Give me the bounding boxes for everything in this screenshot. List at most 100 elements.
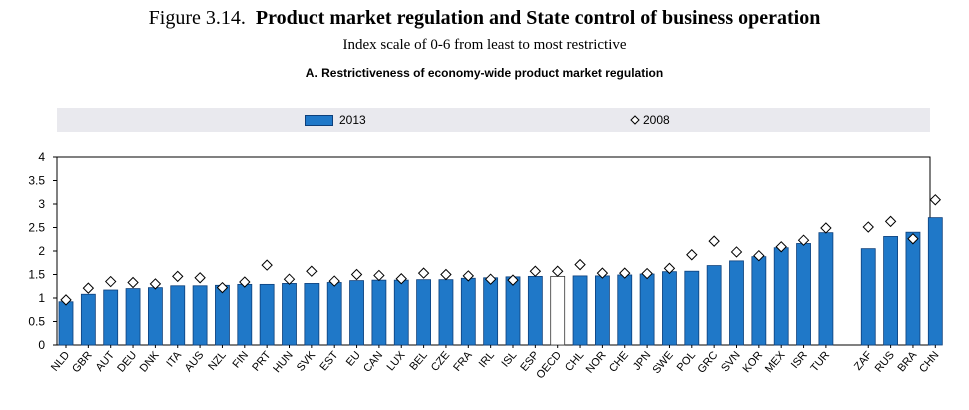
bar-isl [505,276,521,346]
bar-isr [796,243,811,346]
marker-2008-fin [239,276,251,288]
bar-est [326,282,342,346]
y-tick-label: 0 [38,338,45,352]
x-tick-label-nzl: NZL [206,349,229,373]
marker-2008-svk [306,265,318,277]
x-tick-label-fra: FRA [451,349,475,374]
bar-prt [259,283,275,346]
x-tick-label-ita: ITA [164,349,184,370]
bar-pol [684,270,700,346]
x-tick-label-swe: SWE [650,349,675,376]
bar-oecd [550,275,566,346]
x-tick-label-tur: TUR [808,349,832,374]
figure-title: Figure 3.14. Product market regulation a… [0,7,969,30]
x-tick-label-deu: DEU [115,349,139,375]
bar-can [371,279,387,346]
x-tick-label-kor: KOR [741,349,766,375]
marker-2008-eu [350,268,363,281]
legend-item-2013: 2013 [305,113,366,127]
marker-2008-prt [261,259,273,271]
marker-2008-irl [484,273,497,285]
marker-2008-chl [574,258,586,271]
legend-bar-swatch [305,114,333,126]
marker-2008-grc [708,235,720,247]
marker-2008-chn [929,194,942,206]
bar-svn [729,260,744,346]
bar-grc [706,265,722,346]
chart-legend: 2013 2008 [57,108,930,132]
bar-jpn [639,273,655,346]
marker-2008-isl [507,274,519,286]
legend-item-2008: 2008 [630,113,670,127]
x-tick-label-zaf: ZAF [852,349,875,373]
figure-title-text: Product market regulation and State cont… [255,7,821,29]
bar-dnk [147,287,163,346]
x-tick-label-bra: BRA [896,349,920,375]
bar-che [617,274,633,346]
marker-2008-aus [194,272,206,284]
y-tick-label: 0.5 [28,315,45,329]
bar-fin [237,283,253,346]
bar-bel [416,279,432,346]
bar-gbr [80,293,96,346]
bar-aut [103,289,119,346]
x-tick-label-che: CHE [607,349,631,375]
marker-2008-esp [529,265,542,277]
bar-kor [751,256,767,346]
x-tick-label-bel: BEL [407,349,430,373]
marker-2008-che [619,267,631,279]
x-tick-label-eu: EU [344,349,363,368]
y-tick-label: 2 [38,244,45,258]
bar-aus [192,285,208,346]
marker-2008-bel [417,267,430,279]
bar-swe [662,271,677,346]
x-tick-label-oecd: OECD [534,349,564,381]
x-tick-label-hun: HUN [271,349,296,375]
marker-2008-dnk [149,278,162,290]
figure-subtitle: Index scale of 0-6 from least to most re… [342,37,627,53]
bar-cze [438,279,454,346]
marker-2008-zaf [862,221,874,233]
bar-irl [483,277,499,346]
y-tick-label: 2.5 [28,221,45,235]
bar-mex [773,247,789,346]
y-tick-label: 1.5 [28,268,45,282]
bar-esp [527,275,543,346]
bar-tur [818,232,834,346]
marker-2008-ita [172,270,184,283]
bar-eu [349,280,364,346]
marker-2008-deu [127,276,139,289]
marker-2008-hun [283,273,296,285]
x-tick-label-svk: SVK [295,349,319,374]
x-tick-label-nld: NLD [49,349,72,374]
marker-2008-svn [730,246,743,258]
y-tick-label: 3 [38,197,45,211]
marker-2008-nor [596,267,609,279]
marker-2008-cze [440,268,452,281]
bar-svk [304,283,320,346]
x-tick-label-nor: NOR [584,349,609,375]
bar-chn [927,217,943,346]
x-tick-label-isr: ISR [789,349,810,371]
marker-2008-lux [395,273,407,285]
marker-2008-can [373,269,385,282]
marker-2008-nzl [216,281,229,294]
x-tick-label-isl: ISL [499,349,519,369]
bar-bra [905,231,921,346]
bar-hun [282,283,297,346]
chart-title: A. Restrictiveness of economy-wide produ… [305,66,664,80]
marker-2008-swe [663,262,676,275]
x-tick-label-can: CAN [361,349,385,375]
x-tick-label-rus: RUS [873,349,897,375]
bar-nzl [215,284,230,346]
bar-deu [125,288,141,346]
x-tick-label-aut: AUT [94,349,118,374]
bar-nor [595,275,610,346]
marker-2008-tur [820,222,832,234]
marker-2008-nld [60,294,72,306]
marker-2008-kor [753,249,765,262]
bar-chl [572,275,588,346]
marker-2008-oecd [551,265,564,277]
x-tick-label-fin: FIN [231,349,252,370]
